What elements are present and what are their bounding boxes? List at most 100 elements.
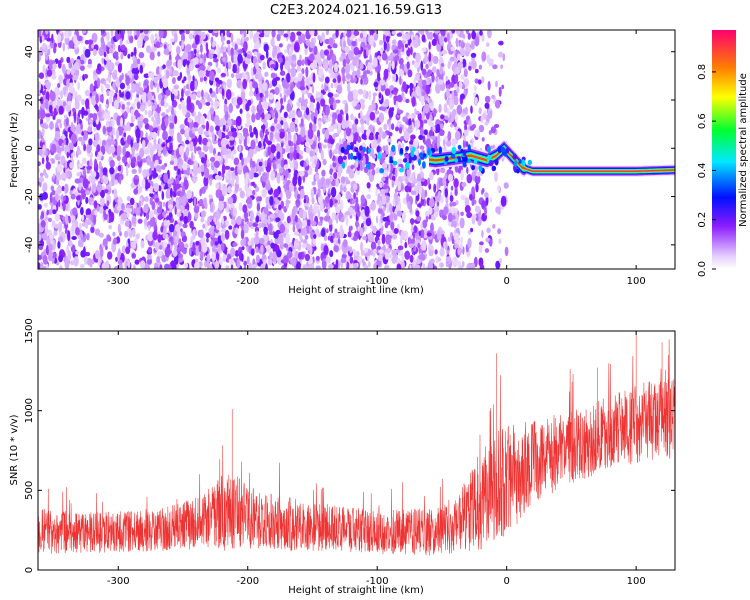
spectrogram-cell bbox=[235, 115, 242, 127]
spectrogram-cell bbox=[126, 105, 130, 114]
spectrogram-cell bbox=[425, 215, 429, 223]
spectrogram-cell bbox=[79, 222, 82, 230]
spectrogram-cell bbox=[280, 97, 284, 105]
spectrogram-cell bbox=[181, 88, 184, 99]
spectrogram-cell bbox=[41, 35, 45, 42]
spectrogram-cell bbox=[256, 158, 261, 170]
spectrogram-cell bbox=[451, 90, 455, 99]
spectrogram-cell bbox=[290, 66, 297, 78]
spectrogram-cell bbox=[381, 177, 386, 182]
spectrogram-cell bbox=[42, 232, 48, 241]
spectrogram-cell bbox=[466, 211, 472, 219]
spectrogram-cell bbox=[289, 161, 295, 169]
spectrogram-cell bbox=[460, 30, 464, 38]
spectrogram-cell bbox=[410, 46, 413, 56]
spectrogram-cell bbox=[487, 80, 491, 91]
spectrogram-cell bbox=[382, 212, 385, 217]
spectrogram-cell bbox=[265, 183, 271, 191]
spectrogram-cell bbox=[290, 83, 294, 93]
spectrogram-cell bbox=[246, 196, 253, 205]
spectrogram-cell bbox=[184, 112, 191, 119]
spectrogram-cell bbox=[171, 176, 174, 184]
ridge-cell bbox=[464, 156, 468, 163]
spectrogram-cell bbox=[83, 143, 87, 152]
spectrogram-cell bbox=[85, 196, 89, 204]
spectrogram-cell bbox=[341, 66, 346, 75]
spectrogram-cell bbox=[397, 158, 403, 165]
spectrogram-cell bbox=[269, 213, 275, 219]
spectrogram-cell bbox=[71, 133, 77, 144]
spectrogram-cell bbox=[301, 33, 306, 44]
spectrogram-cell bbox=[332, 78, 337, 83]
spectrogram-cell bbox=[396, 32, 403, 37]
spectrogram-cell bbox=[227, 148, 232, 155]
spectrogram-cell bbox=[115, 88, 119, 94]
spectrogram-cell bbox=[38, 72, 45, 79]
spectrogram-cell bbox=[184, 243, 189, 249]
spectrogram-cell bbox=[432, 55, 439, 65]
spectrogram-cell bbox=[148, 125, 154, 132]
spectrogram-cell bbox=[201, 156, 205, 164]
spectrogram-cell bbox=[311, 31, 315, 36]
spectrogram-cell bbox=[372, 139, 378, 149]
spectrogram-cell bbox=[193, 205, 200, 214]
spectrogram-cell bbox=[96, 183, 103, 193]
spectrogram-cell bbox=[124, 151, 131, 158]
spectrogram-cell bbox=[147, 99, 151, 108]
spectrogram-cell bbox=[298, 73, 303, 82]
spectrogram-cell bbox=[413, 246, 417, 252]
spectrogram-cell bbox=[299, 86, 306, 91]
spectrogram-cell bbox=[455, 30, 461, 36]
spectrogram-cell bbox=[186, 102, 192, 111]
spectrogram-cell bbox=[241, 30, 246, 34]
spectrogram-cell bbox=[221, 185, 228, 196]
spectrogram-cell bbox=[162, 146, 167, 156]
spectrogram-cell bbox=[65, 137, 69, 146]
spectrogram-cell bbox=[152, 230, 158, 241]
spectrogram-cell bbox=[195, 240, 200, 246]
spectrogram-cell bbox=[162, 241, 168, 248]
spectrogram-cell bbox=[178, 238, 182, 248]
spectrogram-cell bbox=[108, 47, 114, 54]
spectrogram-cell bbox=[327, 116, 331, 122]
spectrogram-cell bbox=[150, 79, 154, 91]
ridge-cell bbox=[488, 159, 494, 167]
spectrogram-cell bbox=[355, 159, 359, 168]
spectrogram-cell bbox=[374, 34, 378, 41]
spectrogram-cell bbox=[413, 257, 416, 266]
spectrogram-cell bbox=[332, 133, 336, 140]
spectrogram-cell bbox=[411, 225, 414, 234]
spectrogram-cell bbox=[460, 169, 464, 181]
spectrogram-cell bbox=[62, 101, 67, 107]
spectrogram-cell bbox=[84, 255, 88, 265]
spectrogram-cell bbox=[117, 248, 121, 259]
ridge-cell bbox=[518, 159, 522, 164]
spectrogram-cell bbox=[454, 66, 461, 75]
spectrogram-cell bbox=[246, 116, 251, 127]
spectrogram-cell bbox=[182, 223, 188, 229]
spectrogram-cell bbox=[224, 229, 230, 240]
spectrogram-cell bbox=[364, 92, 369, 100]
spectrogram-cell bbox=[135, 207, 141, 216]
spectrogram-cell bbox=[131, 73, 135, 82]
spectrogram-cell bbox=[156, 66, 161, 76]
spectrogram-cell bbox=[345, 127, 352, 137]
spectrogram-cell bbox=[405, 33, 411, 40]
spectrogram-cell bbox=[209, 87, 213, 94]
spectrogram-cell bbox=[51, 209, 57, 215]
spectrogram-cell bbox=[62, 216, 66, 221]
spectrogram-cell bbox=[404, 185, 410, 193]
spectrogram-cell bbox=[151, 116, 155, 122]
spectrogram-cell bbox=[377, 240, 381, 246]
spectrogram-cell bbox=[58, 221, 63, 233]
spectrogram-cell bbox=[385, 144, 389, 155]
spectrogram-cell bbox=[267, 223, 273, 233]
spectrogram-cell bbox=[70, 57, 75, 64]
spectrogram-cell bbox=[289, 31, 296, 42]
spectrogram-cell bbox=[243, 237, 247, 246]
spectrogram-cell bbox=[242, 78, 248, 90]
spectrogram-cell bbox=[245, 172, 249, 183]
spectrogram-cell bbox=[161, 112, 166, 117]
spectrogram-cell bbox=[273, 231, 279, 239]
spectrogram-cell bbox=[169, 142, 173, 151]
